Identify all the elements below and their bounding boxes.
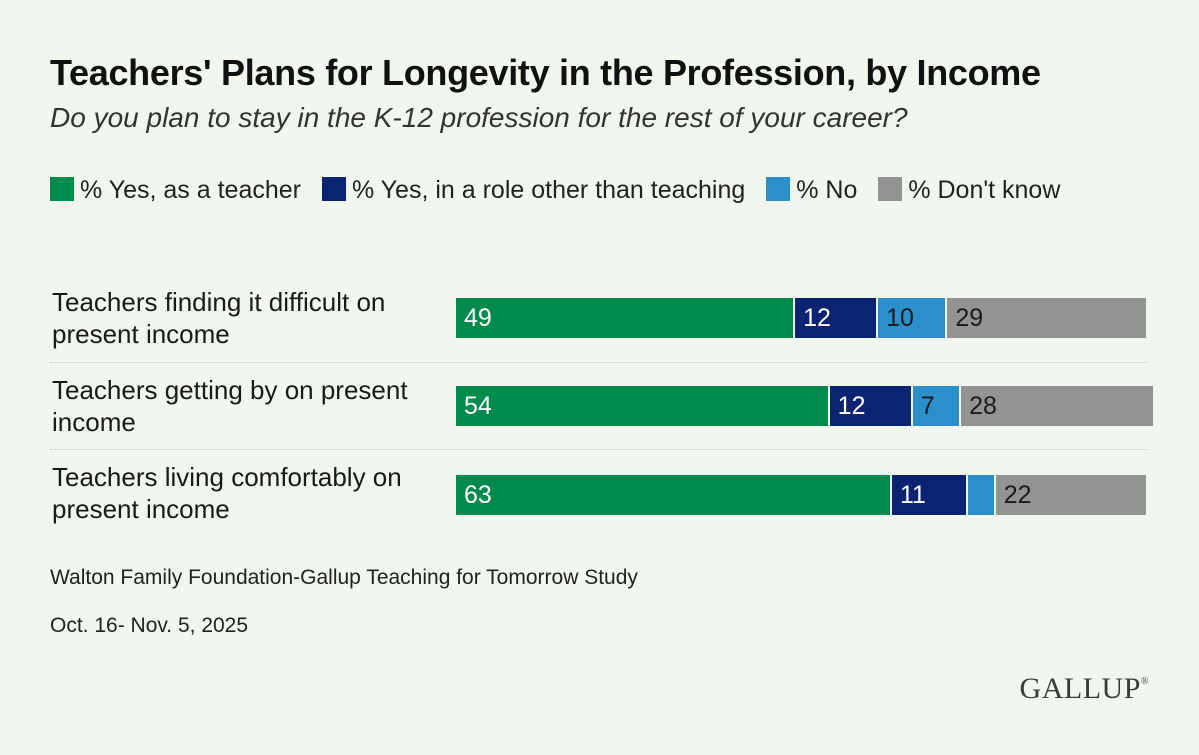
legend: % Yes, as a teacher % Yes, in a role oth… (50, 170, 1130, 210)
data-label-difficult-yes-other-role: 12 (803, 304, 831, 332)
bar-segment-difficult-dont-know (947, 298, 1148, 338)
data-label-getting-by-yes-teacher: 54 (464, 392, 492, 420)
source-note: Walton Family Foundation-Gallup Teaching… (50, 566, 638, 589)
row-label-difficult: Teachers finding it difficult on present… (52, 287, 386, 349)
bar-segment-comfortable-yes-other-role (891, 475, 969, 515)
row-divider (50, 449, 1148, 450)
legend-label-yes-other-role: % Yes, in a role other than teaching (351, 176, 746, 204)
data-label-difficult-no: 10 (886, 304, 914, 332)
chart-subtitle: Do you plan to stay in the K-12 professi… (50, 102, 908, 133)
bar-segment-getting-by-no (912, 386, 962, 426)
legend-item-no: % No (766, 176, 857, 204)
data-label-comfortable-yes-teacher: 63 (464, 481, 492, 509)
row-label-comfortable: Teachers living comfortably on present i… (52, 462, 402, 524)
row-label-getting-by: Teachers getting by on present income (52, 375, 408, 437)
legend-swatch-yes-other-role (321, 177, 346, 201)
bar-segment-difficult-yes-other-role (795, 298, 879, 338)
data-label-getting-by-no: 7 (920, 392, 935, 420)
legend-label-dont-know: % Don't know (908, 176, 1061, 204)
legend-swatch-yes-teacher (50, 177, 74, 201)
gallup-logo: GALLUP® (1020, 672, 1149, 706)
bar-segment-difficult-no (878, 298, 948, 338)
legend-item-dont-know: % Don't know (878, 176, 1060, 204)
data-label-getting-by-dont-know: 28 (969, 392, 997, 420)
date-note: Oct. 16- Nov. 5, 2025 (50, 614, 249, 637)
bar-segment-difficult-yes-teacher (456, 298, 796, 338)
data-label-difficult-dont-know: 29 (955, 304, 984, 332)
data-label-comfortable-yes-other-role: 11 (899, 481, 926, 509)
data-label-difficult-yes-teacher: 49 (464, 304, 492, 332)
legend-item-yes-teacher: % Yes, as a teacher (50, 176, 301, 204)
bar-segment-getting-by-dont-know (961, 386, 1155, 426)
row-divider (50, 362, 1148, 363)
legend-label-no: % No (796, 176, 858, 204)
bar-segment-comfortable-yes-teacher (456, 475, 892, 515)
legend-label-yes-teacher: % Yes, as a teacher (80, 176, 301, 204)
logo-registered-mark: ® (1140, 676, 1149, 687)
data-label-getting-by-yes-other-role: 12 (837, 392, 866, 420)
legend-swatch-no (766, 177, 791, 201)
bar-segment-getting-by-yes-other-role (829, 386, 913, 426)
data-label-comfortable-dont-know: 22 (1003, 481, 1032, 509)
legend-swatch-dont-know (878, 177, 903, 201)
bar-segment-getting-by-yes-teacher (456, 386, 830, 426)
chart-title: Teachers' Plans for Longevity in the Pro… (50, 52, 1041, 93)
bar-segment-comfortable-no (968, 475, 996, 515)
logo-text: GALLUP (1019, 672, 1141, 705)
legend-item-yes-other-role: % Yes, in a role other than teaching (321, 176, 746, 204)
bar-segment-comfortable-dont-know (995, 475, 1148, 515)
